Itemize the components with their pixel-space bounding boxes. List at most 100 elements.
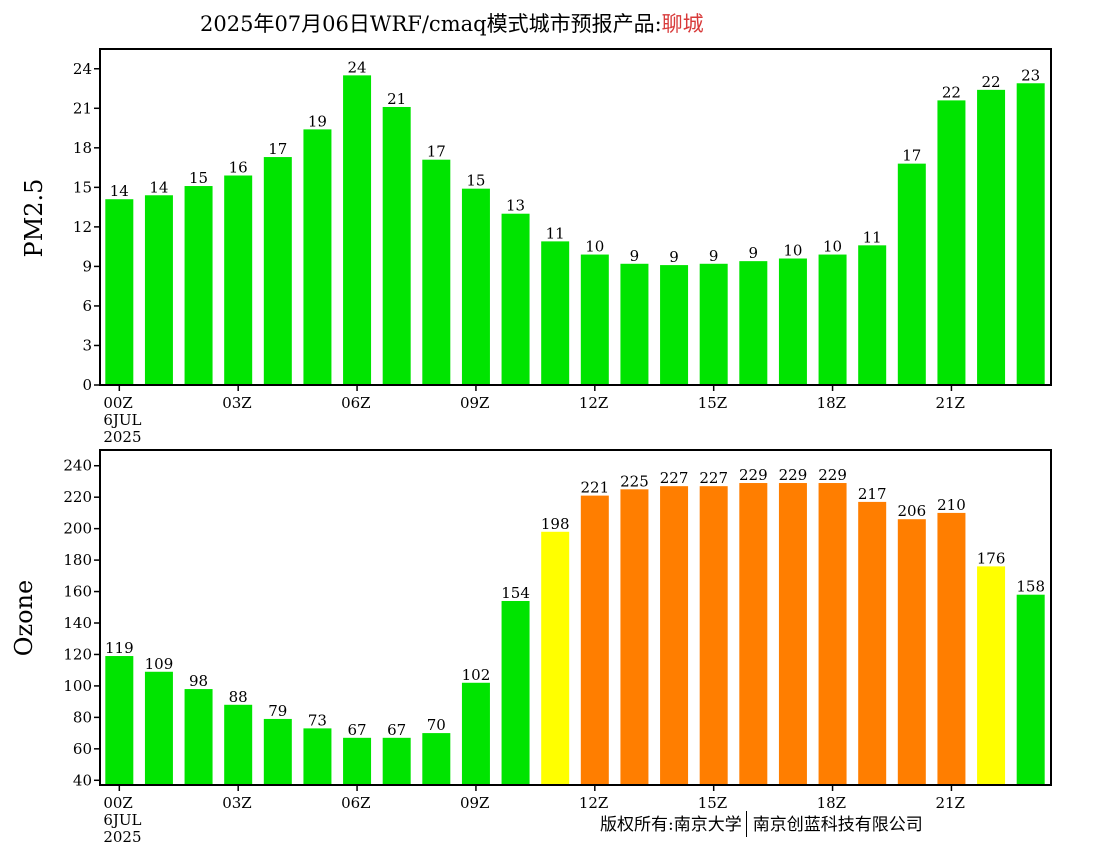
data-label: 206 bbox=[897, 502, 926, 520]
data-label: 67 bbox=[387, 721, 406, 739]
y-tick-label: 240 bbox=[63, 457, 92, 475]
city-name: 聊城 bbox=[661, 12, 704, 36]
data-label: 229 bbox=[779, 466, 808, 484]
bar bbox=[105, 199, 134, 385]
bar bbox=[422, 733, 451, 785]
data-label: 21 bbox=[387, 90, 406, 108]
y-tick-label: 140 bbox=[63, 614, 92, 632]
bar bbox=[937, 100, 966, 385]
bar bbox=[858, 501, 887, 785]
bar bbox=[501, 600, 530, 785]
data-label: 217 bbox=[858, 485, 887, 503]
x-tick-label: 09Z bbox=[460, 794, 490, 812]
data-label: 10 bbox=[585, 238, 604, 256]
bar bbox=[818, 483, 847, 785]
data-label: 23 bbox=[1021, 66, 1040, 84]
bar bbox=[343, 737, 372, 785]
y-tick-label: 200 bbox=[63, 520, 92, 538]
title-main: 2025年07月06日WRF/cmaq模式城市预报产品: bbox=[200, 12, 662, 36]
bar bbox=[937, 512, 966, 785]
bar bbox=[343, 75, 372, 386]
data-label: 198 bbox=[541, 515, 570, 533]
copyright-right: 南京创蓝科技有限公司 bbox=[752, 815, 923, 835]
data-label: 227 bbox=[660, 469, 689, 487]
data-label: 158 bbox=[1016, 578, 1045, 596]
bar bbox=[699, 486, 728, 785]
data-label: 229 bbox=[739, 466, 768, 484]
data-label: 227 bbox=[699, 469, 728, 487]
bar bbox=[1016, 83, 1045, 386]
data-label: 15 bbox=[189, 169, 208, 187]
data-label: 16 bbox=[229, 158, 248, 176]
data-label: 176 bbox=[977, 549, 1006, 567]
bar bbox=[144, 195, 173, 385]
x-tick-label: 09Z bbox=[460, 394, 490, 412]
x-tick-label: 21Z bbox=[935, 794, 965, 812]
y-tick-label: 40 bbox=[73, 771, 92, 789]
bar bbox=[897, 519, 926, 785]
copyright-left: 版权所有:南京大学 bbox=[600, 815, 742, 835]
data-label: 225 bbox=[620, 472, 649, 490]
data-label: 17 bbox=[427, 143, 446, 161]
data-label: 210 bbox=[937, 496, 966, 514]
data-label: 14 bbox=[110, 182, 129, 200]
x-tick-label: 03Z bbox=[222, 394, 252, 412]
x-tick-label: 21Z bbox=[935, 394, 965, 412]
data-label: 13 bbox=[506, 197, 525, 215]
data-label: 221 bbox=[580, 479, 609, 497]
y-tick-label: 6 bbox=[82, 297, 92, 315]
bar bbox=[303, 728, 332, 785]
data-label: 15 bbox=[466, 172, 485, 190]
y-tick-label: 180 bbox=[63, 551, 92, 569]
data-label: 11 bbox=[863, 228, 882, 246]
chart-panel-pm25: 14 14 15 16 17 19 24 21 17 15 13 11 10 9 9 9 9 10 10 11 17 22… bbox=[20, 48, 1052, 446]
x-tick-label: 15Z bbox=[698, 794, 728, 812]
data-label: 9 bbox=[669, 248, 679, 266]
bar bbox=[977, 89, 1006, 386]
x-tick-label: 00Z bbox=[103, 794, 133, 812]
x-tick-label: 18Z bbox=[817, 794, 847, 812]
data-label: 9 bbox=[709, 247, 719, 265]
bar bbox=[1016, 594, 1045, 785]
y-tick-label: 24 bbox=[73, 60, 92, 78]
bar bbox=[541, 531, 570, 785]
bar bbox=[184, 186, 213, 385]
y-tick-label: 3 bbox=[82, 336, 92, 354]
bar bbox=[303, 129, 332, 385]
bar bbox=[699, 263, 728, 385]
plot-frame bbox=[99, 48, 1052, 386]
bar bbox=[144, 671, 173, 785]
bar bbox=[224, 175, 253, 385]
x-tick-label: 15Z bbox=[698, 394, 728, 412]
data-label: 17 bbox=[902, 147, 921, 165]
bar bbox=[461, 682, 490, 785]
data-label: 10 bbox=[783, 242, 802, 260]
bar bbox=[897, 163, 926, 385]
y-tick-label: 15 bbox=[73, 178, 92, 196]
bar bbox=[580, 495, 609, 785]
data-label: 98 bbox=[189, 672, 208, 690]
y-axis-label: PM2.5 bbox=[20, 179, 48, 258]
data-label: 102 bbox=[462, 666, 491, 684]
data-label: 229 bbox=[818, 466, 847, 484]
data-label: 9 bbox=[630, 247, 640, 265]
data-label: 22 bbox=[942, 83, 961, 101]
plot-frame bbox=[99, 449, 1052, 786]
data-label: 73 bbox=[308, 711, 327, 729]
y-tick-label: 100 bbox=[63, 677, 92, 695]
y-tick-label: 21 bbox=[73, 99, 92, 117]
x-tick-label: 2025 bbox=[103, 428, 141, 446]
bar bbox=[422, 159, 451, 385]
x-tick-label: 6JUL bbox=[103, 411, 141, 429]
x-tick-label: 06Z bbox=[341, 794, 371, 812]
y-tick-label: 60 bbox=[73, 740, 92, 758]
bar bbox=[739, 261, 768, 385]
data-label: 17 bbox=[268, 140, 287, 158]
bar bbox=[461, 188, 490, 385]
bar bbox=[778, 483, 807, 785]
data-label: 70 bbox=[427, 716, 446, 734]
bar bbox=[184, 689, 213, 785]
bar bbox=[620, 263, 649, 385]
y-tick-label: 80 bbox=[73, 708, 92, 726]
y-axis-label: Ozone bbox=[10, 580, 38, 656]
